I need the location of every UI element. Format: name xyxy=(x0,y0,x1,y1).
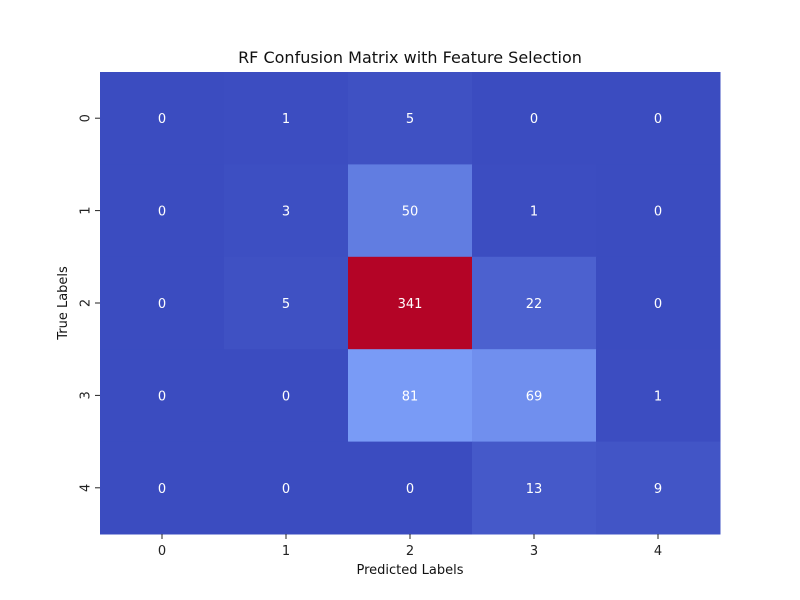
heatmap-cell-3-2 xyxy=(348,349,473,443)
chart-title: RF Confusion Matrix with Feature Selecti… xyxy=(238,48,582,67)
y-axis-ticks: 0 1 2 3 4 xyxy=(79,114,100,492)
heatmap-cell-4-1 xyxy=(224,441,349,535)
cell-value-0-3: 0 xyxy=(530,112,538,127)
heatmap-cell-4-0 xyxy=(100,441,225,535)
heatmap-cells: 0 1 5 0 00 3 50 1 00 5 341 22 00 0 81 69 10 0 0 13 9 xyxy=(100,72,721,535)
cell-value-4-3: 13 xyxy=(526,482,543,497)
cell-value-0-2: 5 xyxy=(406,112,414,127)
y-tick-label-1: 1 xyxy=(79,206,94,214)
cell-value-2-1: 5 xyxy=(282,297,290,312)
heatmap-cell-0-2 xyxy=(348,72,473,165)
heatmap-cell-1-3 xyxy=(472,164,597,258)
cell-value-1-1: 3 xyxy=(282,205,290,220)
cell-value-2-2: 341 xyxy=(398,297,423,312)
heatmap-cell-0-3 xyxy=(472,72,597,165)
heatmap-cell-1-2 xyxy=(348,164,473,258)
cell-value-4-4: 9 xyxy=(654,482,662,497)
heatmap-cell-2-3 xyxy=(472,256,597,350)
cell-value-4-0: 0 xyxy=(158,482,166,497)
cell-value-3-4: 1 xyxy=(654,389,662,404)
heatmap-cell-2-1 xyxy=(224,256,349,350)
cell-value-0-1: 1 xyxy=(282,112,290,127)
cell-value-2-0: 0 xyxy=(158,297,166,312)
x-tick-label-0: 0 xyxy=(158,544,166,559)
cell-value-1-0: 0 xyxy=(158,205,166,220)
cell-value-3-2: 81 xyxy=(402,389,419,404)
cell-value-1-4: 0 xyxy=(654,205,662,220)
cell-value-3-1: 0 xyxy=(282,389,290,404)
heatmap-cell-3-3 xyxy=(472,349,597,443)
heatmap-cell-3-4 xyxy=(596,349,721,443)
heatmap-cell-0-0 xyxy=(100,72,225,165)
heatmap-cell-3-1 xyxy=(224,349,349,443)
cell-value-2-3: 22 xyxy=(526,297,543,312)
cell-value-4-1: 0 xyxy=(282,482,290,497)
x-tick-label-4: 4 xyxy=(654,544,662,559)
heatmap-cell-3-0 xyxy=(100,349,225,443)
x-axis-label: Predicted Labels xyxy=(356,563,463,578)
heatmap-cell-1-0 xyxy=(100,164,225,258)
heatmap-cell-2-0 xyxy=(100,256,225,350)
cell-value-1-3: 1 xyxy=(530,205,538,220)
heatmap-cell-2-2 xyxy=(348,256,473,350)
x-tick-label-3: 3 xyxy=(530,544,538,559)
heatmap-cell-4-2 xyxy=(348,441,473,535)
y-tick-label-3: 3 xyxy=(79,391,94,399)
y-axis-label: True Labels xyxy=(56,266,71,341)
heatmap-cell-0-1 xyxy=(224,72,349,165)
heatmap-cell-1-1 xyxy=(224,164,349,258)
cell-value-0-4: 0 xyxy=(654,112,662,127)
cell-value-3-0: 0 xyxy=(158,389,166,404)
cell-value-3-3: 69 xyxy=(526,389,543,404)
cell-value-4-2: 0 xyxy=(406,482,414,497)
cell-value-1-2: 50 xyxy=(402,205,419,220)
heatmap-cell-2-4 xyxy=(596,256,721,350)
heatmap-cell-4-4 xyxy=(596,441,721,535)
cell-value-0-0: 0 xyxy=(158,112,166,127)
x-tick-label-1: 1 xyxy=(282,544,290,559)
heatmap-cell-1-4 xyxy=(596,164,721,258)
heatmap-cell-0-4 xyxy=(596,72,721,165)
y-tick-label-0: 0 xyxy=(79,114,94,122)
cell-value-2-4: 0 xyxy=(654,297,662,312)
y-tick-label-4: 4 xyxy=(79,484,94,492)
heatmap-cell-4-3 xyxy=(472,441,597,535)
x-axis-ticks: 0 1 2 3 4 xyxy=(158,534,662,559)
x-tick-label-2: 2 xyxy=(406,544,414,559)
y-tick-label-2: 2 xyxy=(79,299,94,307)
